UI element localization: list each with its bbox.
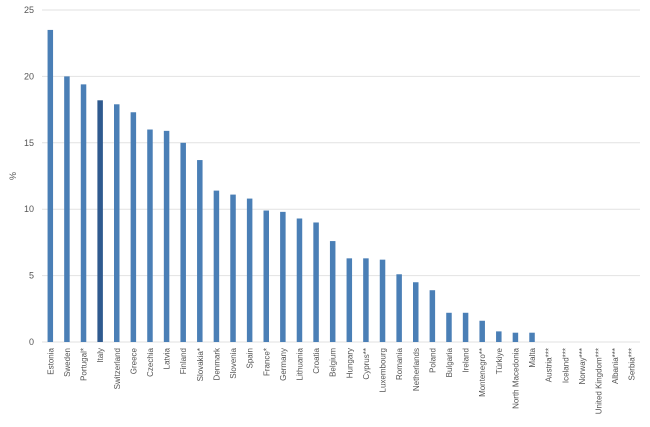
bar — [280, 211, 286, 342]
bar — [512, 332, 519, 342]
bar — [47, 29, 54, 342]
x-category-label: Germany — [279, 348, 288, 381]
y-tick-label: 5 — [29, 271, 34, 281]
x-category-label: Spain — [246, 348, 255, 368]
bar — [80, 84, 87, 343]
bar — [479, 320, 485, 342]
x-category-label: Slovakia* — [196, 348, 205, 381]
x-category-label: Romania — [395, 347, 404, 380]
y-axis-title: % — [8, 172, 18, 180]
bar — [163, 130, 170, 342]
x-category-label: Montenegro** — [478, 348, 487, 397]
bar — [230, 194, 236, 342]
bar — [363, 258, 369, 342]
bar — [246, 198, 253, 342]
bar — [413, 282, 419, 342]
x-category-label: Latvia — [163, 347, 172, 369]
x-category-label: Bulgaria — [445, 347, 454, 377]
x-category-label: North Macedonia — [511, 347, 520, 408]
x-category-label: Portugal* — [80, 348, 89, 381]
x-category-label: Sweden — [63, 348, 72, 377]
bar — [462, 312, 469, 342]
x-category-label: Malta — [528, 347, 537, 367]
x-category-label: Belgium — [329, 348, 338, 377]
bar — [263, 210, 269, 342]
x-category-label: Cyprus** — [362, 348, 371, 380]
bar — [147, 129, 153, 342]
x-category-label: Italy — [96, 348, 105, 363]
x-category-label: Türkiye — [495, 347, 504, 374]
x-category-label: Netherlands — [412, 348, 421, 391]
bar — [446, 312, 452, 342]
x-category-label: Serbia*** — [628, 348, 637, 380]
x-category-label: Switzerland — [113, 348, 122, 389]
bar — [114, 104, 120, 342]
x-category-label: Lithuania — [295, 347, 304, 380]
x-category-label: Luxembourg — [379, 348, 388, 392]
bar — [429, 290, 436, 342]
x-category-label: Poland — [428, 348, 437, 373]
bar — [64, 76, 70, 343]
bar — [130, 112, 137, 342]
bar — [296, 218, 303, 342]
bar — [329, 241, 336, 342]
x-category-label: United Kingdom*** — [594, 348, 603, 414]
x-category-label: Hungary — [345, 348, 354, 378]
x-category-label: Greece — [129, 347, 138, 374]
x-category-label: France* — [262, 348, 271, 376]
bar — [396, 274, 402, 342]
bar — [346, 258, 353, 342]
y-tick-label: 25 — [24, 5, 34, 15]
x-category-label: Albania*** — [611, 348, 620, 384]
bar — [529, 332, 535, 342]
bar — [180, 142, 186, 342]
x-category-label: Czechia — [146, 347, 155, 376]
y-tick-label: 10 — [24, 204, 34, 214]
bar — [379, 259, 386, 342]
x-category-label: Denmark — [212, 347, 221, 380]
x-category-label: Slovenia — [229, 347, 238, 378]
y-tick-label: 0 — [29, 337, 34, 347]
bar — [197, 160, 203, 342]
x-category-label: Norway*** — [578, 348, 587, 384]
bar — [97, 100, 103, 342]
x-category-label: Croatia — [312, 347, 321, 373]
bar — [313, 222, 319, 342]
bar — [496, 331, 502, 342]
y-tick-label: 15 — [24, 138, 34, 148]
x-category-label: Iceland*** — [561, 348, 570, 383]
y-tick-label: 20 — [24, 71, 34, 81]
x-category-label: Finland — [179, 348, 188, 374]
x-category-label: Ireland — [462, 348, 471, 372]
bar — [213, 190, 220, 342]
gridlines — [42, 9, 640, 343]
bars — [47, 29, 535, 343]
y-axis-ticks: 0 5 10 15 20 25 — [24, 5, 34, 347]
x-category-label: Austria*** — [545, 348, 554, 382]
x-category-label: Estonia — [46, 347, 55, 374]
x-axis-labels: Estonia Sweden Portugal* Italy Switzerland Gr… — [46, 347, 636, 414]
